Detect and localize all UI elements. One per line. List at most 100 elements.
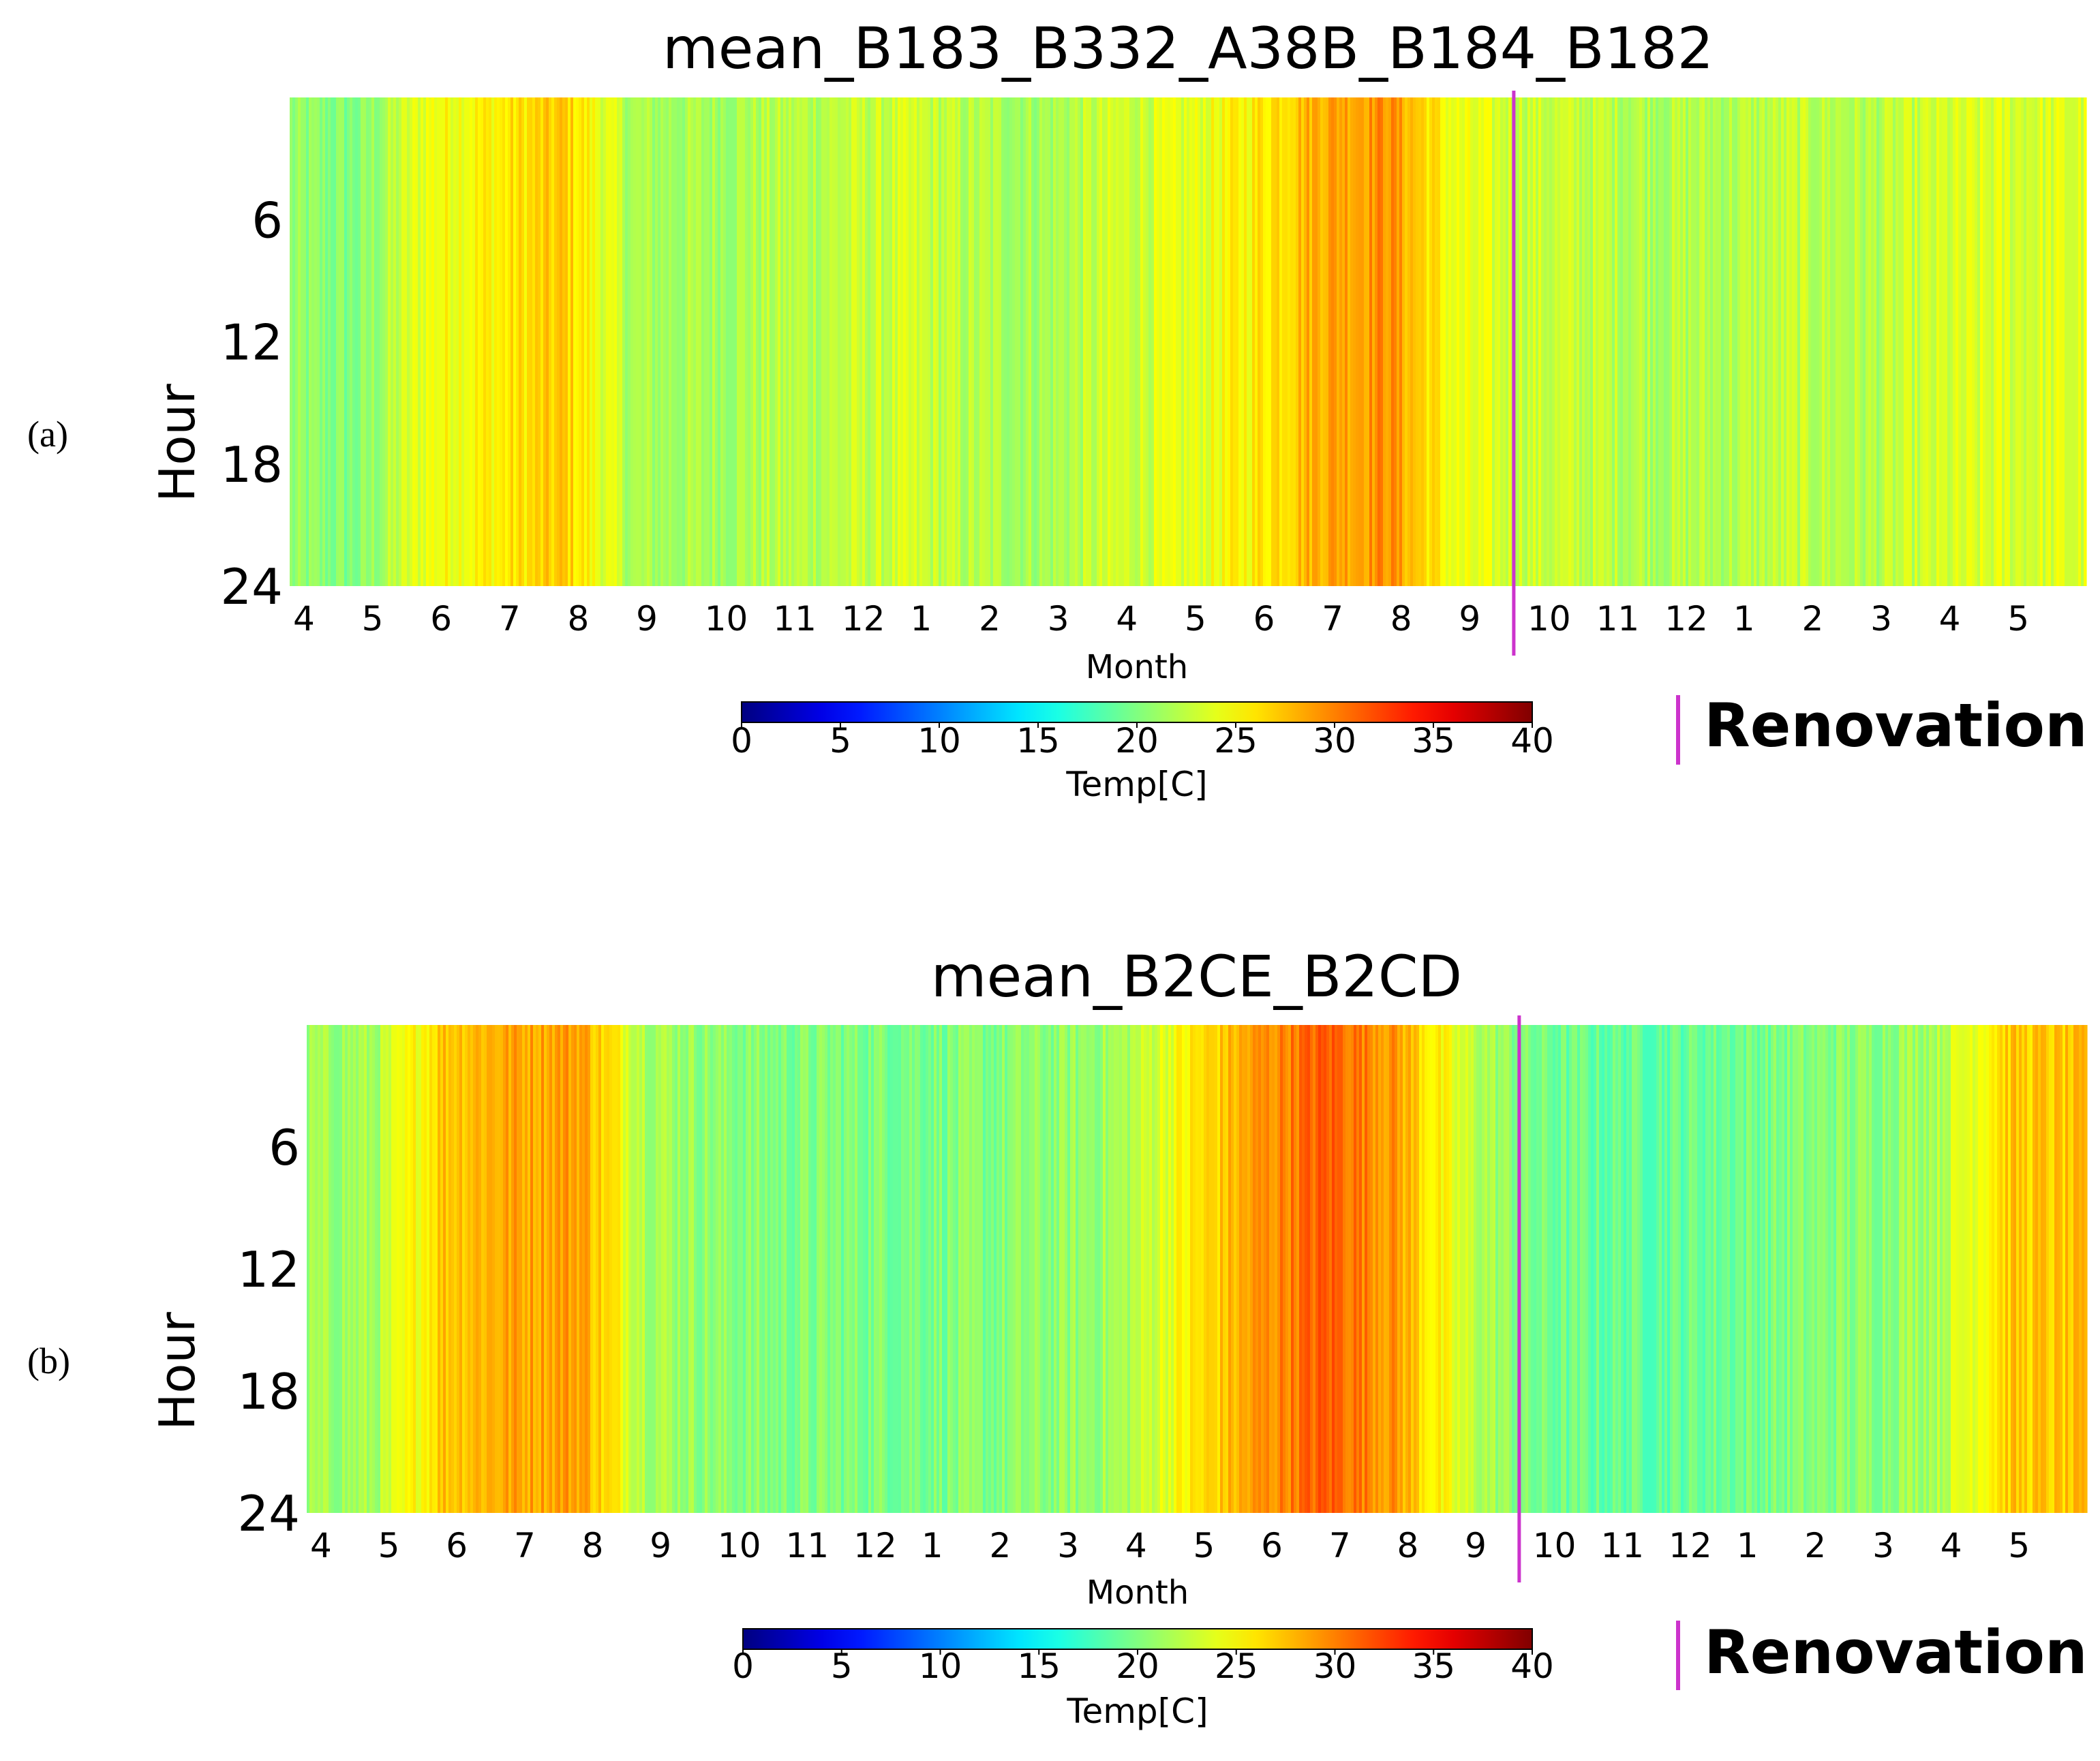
heatmap-cell [356, 1025, 359, 1513]
heatmap-cell [1688, 97, 1692, 586]
heatmap-cell [412, 97, 416, 586]
heatmap-cell [1531, 1025, 1534, 1513]
heatmap-cell [1026, 97, 1029, 586]
colorbar-tick-label: 10 [917, 721, 961, 761]
heatmap-cell [773, 1025, 776, 1513]
heatmap-cell [1596, 97, 1599, 586]
heatmap-cell [988, 1025, 992, 1513]
heatmap-cell [1996, 97, 2000, 586]
heatmap-cell [983, 1025, 986, 1513]
heatmap-cell [497, 97, 500, 586]
heatmap-cell [1155, 1025, 1158, 1513]
heatmap-cell [1443, 97, 1446, 586]
heatmap-cell [385, 97, 389, 586]
heatmap-cell [780, 97, 784, 586]
heatmap-cell [2070, 97, 2073, 586]
heatmap-cell [1574, 1025, 1578, 1513]
heatmap-cell [1752, 1025, 1755, 1513]
heatmap-cell [402, 1025, 406, 1513]
heatmap-cell [1219, 97, 1223, 586]
heatmap-cell [1553, 1025, 1556, 1513]
heatmap-cell [2057, 1025, 2060, 1513]
legend-renovation-label: Renovation [1704, 690, 2088, 761]
heatmap-cell [1024, 1025, 1027, 1513]
heatmap-cell [1067, 1025, 1071, 1513]
heatmap-cell [595, 97, 598, 586]
heatmap-cell [1345, 97, 1348, 586]
heatmap-cell [1242, 1025, 1245, 1513]
heatmap-cell [1329, 1025, 1333, 1513]
heatmap-cell [1754, 1025, 1758, 1513]
heatmap-cell [1110, 97, 1114, 586]
heatmap-cell [581, 97, 585, 586]
heatmap-cell [315, 1025, 318, 1513]
heatmap-cell [1866, 97, 1869, 586]
heatmap-cell [1441, 1025, 1444, 1513]
heatmap-cell [1705, 1025, 1709, 1513]
heatmap-cell [478, 1025, 482, 1513]
heatmap-cell [669, 1025, 673, 1513]
heatmap-cell [678, 1025, 681, 1513]
heatmap-cell [1162, 97, 1166, 586]
heatmap-cell [1203, 97, 1206, 586]
heatmap-cell [658, 1025, 662, 1513]
heatmap-cell [1495, 1025, 1499, 1513]
heatmap-cell [746, 1025, 749, 1513]
heatmap-cell [1844, 97, 1847, 586]
heatmap-cell [383, 1025, 386, 1513]
y-tick-label: 12 [220, 314, 283, 371]
heatmap-cell [1337, 1025, 1341, 1513]
heatmap-cell [1617, 97, 1621, 586]
heatmap-cell [1214, 97, 1217, 586]
heatmap-cell [1997, 1025, 2000, 1513]
heatmap-cell [1331, 97, 1335, 586]
heatmap-cell [399, 1025, 403, 1513]
heatmap-cell [590, 97, 593, 586]
heatmap-cell [547, 1025, 550, 1513]
x-tick-label: 11 [1600, 1526, 1644, 1565]
heatmap-cell [1749, 1025, 1752, 1513]
heatmap-cell [1683, 97, 1686, 586]
heatmap-cell [1405, 97, 1408, 586]
heatmap-cell [1239, 1025, 1243, 1513]
heatmap-cell [1765, 1025, 1769, 1513]
heatmap-cell [292, 97, 296, 586]
heatmap-cell [2032, 97, 2035, 586]
heatmap-cell [1558, 1025, 1562, 1513]
x-tick-label: 5 [362, 599, 384, 639]
x-tick-label: 5 [2008, 1526, 2030, 1565]
heatmap-cell [1127, 1025, 1131, 1513]
heatmap-cell [816, 97, 819, 586]
heatmap-cell [470, 1025, 474, 1513]
heatmap-cell [644, 97, 648, 586]
heatmap-cell [1838, 97, 1842, 586]
heatmap-cell [1776, 1025, 1780, 1513]
heatmap-cell [1656, 1025, 1660, 1513]
heatmap-cell [895, 97, 898, 586]
heatmap-cell [1432, 97, 1435, 586]
heatmap-cell [519, 1025, 523, 1513]
heatmap-cell [378, 1025, 381, 1513]
heatmap-cell [721, 1025, 725, 1513]
x-tick-label: 1 [1733, 599, 1755, 639]
heatmap-cell [1168, 1025, 1172, 1513]
heatmap-cell [372, 1025, 376, 1513]
heatmap-cell [1048, 97, 1051, 586]
heatmap-cell [737, 97, 740, 586]
heatmap-cell [781, 1025, 785, 1513]
heatmap-cell [920, 1025, 924, 1513]
colorbar-tick-label: 40 [1510, 1647, 1554, 1686]
heatmap-cell [1645, 97, 1648, 586]
heatmap-cell [1497, 97, 1501, 586]
heatmap-cell [1394, 97, 1397, 586]
heatmap-cell [429, 97, 432, 586]
heatmap-cell [1885, 97, 1888, 586]
heatmap-cell [470, 97, 473, 586]
heatmap-cell [1078, 1025, 1082, 1513]
heatmap-cell [742, 97, 746, 586]
heatmap-cell [1187, 97, 1190, 586]
heatmap-cell [917, 97, 920, 586]
heatmap-cell [503, 1025, 506, 1513]
heatmap-cell [1299, 1025, 1303, 1513]
heatmap-cell [331, 1025, 335, 1513]
